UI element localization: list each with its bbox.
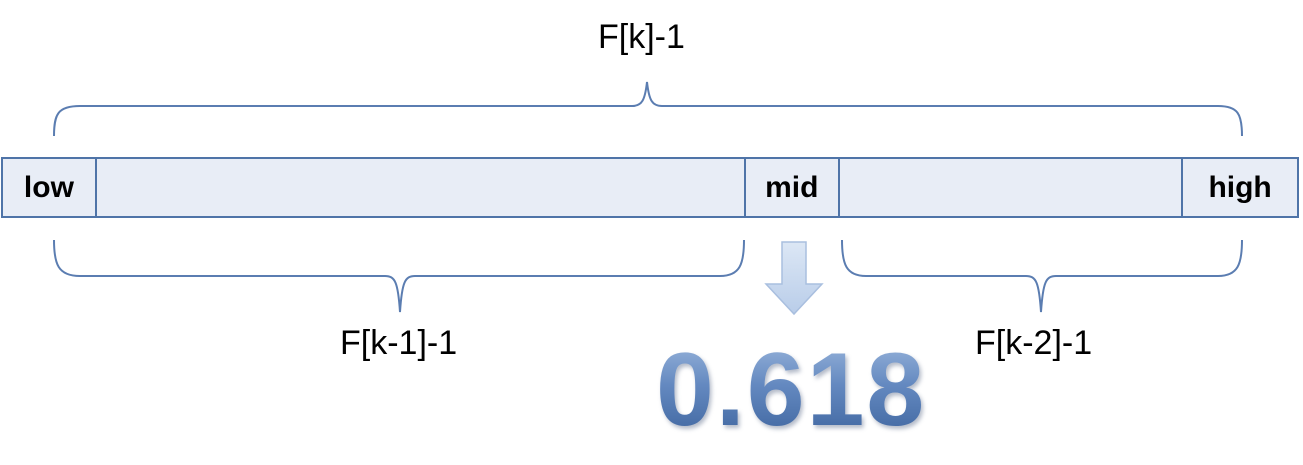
left-part-label: F[k-1]-1 [340, 324, 458, 362]
right-part-label: F[k-2]-1 [975, 324, 1093, 362]
down-arrow-icon [764, 241, 824, 316]
array-cell-low: low [1, 157, 97, 218]
top-brace [53, 81, 1243, 137]
array-bar: low mid high [1, 157, 1300, 218]
right-brace [841, 239, 1243, 313]
high-label: high [1208, 170, 1272, 204]
array-cell-high: high [1181, 157, 1300, 218]
golden-ratio-value: 0.618 [656, 332, 927, 448]
left-brace [53, 239, 745, 313]
low-label: low [23, 170, 74, 204]
array-segment-left [94, 157, 746, 218]
array-cell-mid: mid [743, 157, 840, 218]
array-segment-right [837, 157, 1184, 218]
mid-label: mid [765, 170, 819, 204]
total-length-label: F[k]-1 [598, 18, 685, 56]
